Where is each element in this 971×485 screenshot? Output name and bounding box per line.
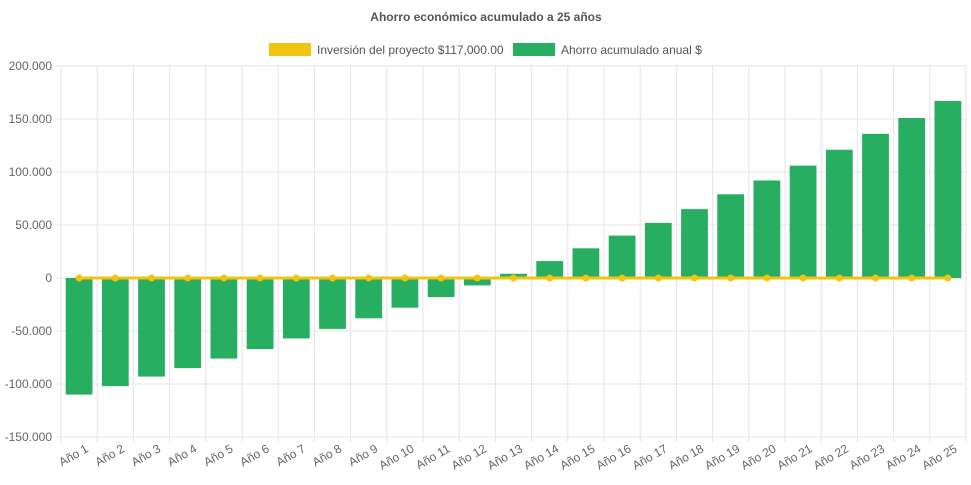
y-tick-label: -50.000 xyxy=(11,324,52,338)
legend-label: Ahorro acumulado anual $ xyxy=(561,43,702,57)
line-point[interactable] xyxy=(473,274,481,282)
legend[interactable]: Inversión del proyecto $117,000.00 Ahorro… xyxy=(269,43,702,57)
bar[interactable] xyxy=(319,278,346,329)
line-point[interactable] xyxy=(256,274,264,282)
line-series xyxy=(75,274,952,282)
bar[interactable] xyxy=(282,278,310,339)
line-point[interactable] xyxy=(835,274,843,282)
x-tick-label: Año 11 xyxy=(413,441,452,472)
x-tick-label: Año 12 xyxy=(449,441,489,472)
line-point[interactable] xyxy=(763,274,771,282)
y-tick-label: 100.000 xyxy=(9,165,53,179)
legend-swatch xyxy=(513,43,555,56)
line-point[interactable] xyxy=(908,274,916,282)
x-tick-label: Año 10 xyxy=(376,441,416,472)
y-tick-label: 0 xyxy=(45,271,52,285)
x-tick-label: Año 3 xyxy=(129,441,163,469)
bar[interactable] xyxy=(862,133,889,278)
chart-title: Ahorro económico acumulado a 25 años xyxy=(370,10,602,24)
line-point[interactable] xyxy=(546,274,554,282)
y-tick-label: -100.000 xyxy=(5,377,53,391)
bar[interactable] xyxy=(427,278,455,298)
line-point[interactable] xyxy=(184,274,192,282)
legend-swatch xyxy=(269,43,311,56)
x-tick-label: Año 24 xyxy=(883,441,923,472)
x-tick-label: Año 20 xyxy=(738,441,778,472)
line-point[interactable] xyxy=(75,274,83,282)
line-point[interactable] xyxy=(691,274,698,282)
bar[interactable] xyxy=(463,278,491,286)
bar[interactable] xyxy=(101,278,129,387)
bar[interactable] xyxy=(644,222,672,278)
bar[interactable] xyxy=(717,194,745,278)
x-tick-label: Año 2 xyxy=(93,441,127,469)
line-point[interactable] xyxy=(148,274,155,282)
x-tick-label: Año 1 xyxy=(56,441,90,469)
line-point[interactable] xyxy=(510,274,517,282)
bar[interactable] xyxy=(572,248,600,278)
line-point[interactable] xyxy=(727,274,735,282)
bar[interactable] xyxy=(681,209,708,278)
y-tick-label: -150.000 xyxy=(5,430,53,444)
line-point[interactable] xyxy=(111,274,119,282)
bar[interactable] xyxy=(789,165,817,278)
x-axis: Año 1 Año 2 Año 3 Año 4 Año 5 Año 6 Año 7 Año 8… xyxy=(56,441,959,472)
line-point[interactable] xyxy=(872,274,879,282)
x-tick-label: Año 5 xyxy=(201,441,235,469)
line-point[interactable] xyxy=(618,274,626,282)
x-tick-label: Año 22 xyxy=(811,441,851,472)
x-tick-label: Año 15 xyxy=(557,441,597,472)
bar[interactable] xyxy=(174,278,202,369)
bar[interactable] xyxy=(246,278,274,350)
legend-label: Inversión del proyecto $117,000.00 xyxy=(317,43,504,57)
bar[interactable] xyxy=(210,278,238,359)
line-point[interactable] xyxy=(654,274,662,282)
x-tick-label: Año 8 xyxy=(310,441,344,469)
bar[interactable] xyxy=(825,149,853,278)
x-tick-label: Año 25 xyxy=(919,441,959,472)
line-point[interactable] xyxy=(582,274,590,282)
x-tick-label: Año 9 xyxy=(346,441,380,469)
x-tick-label: Año 4 xyxy=(165,441,199,469)
line-point[interactable] xyxy=(292,274,300,282)
bar[interactable] xyxy=(934,100,962,278)
line-point[interactable] xyxy=(329,274,336,282)
line-point[interactable] xyxy=(220,274,228,282)
y-tick-label: 200.000 xyxy=(9,59,53,73)
line-point[interactable] xyxy=(799,274,807,282)
line-point[interactable] xyxy=(944,274,952,282)
x-tick-label: Año 6 xyxy=(237,441,271,469)
grid xyxy=(56,65,967,442)
line-point[interactable] xyxy=(401,274,409,282)
x-tick-label: Año 13 xyxy=(485,441,525,472)
bar-series xyxy=(65,100,962,395)
x-tick-label: Año 19 xyxy=(702,441,742,472)
x-tick-label: Año 18 xyxy=(666,441,706,472)
bar[interactable] xyxy=(898,117,926,278)
line-point[interactable] xyxy=(365,274,373,282)
bar[interactable] xyxy=(391,278,419,308)
bar[interactable] xyxy=(355,278,383,319)
x-tick-label: Año 17 xyxy=(630,441,670,472)
bar[interactable] xyxy=(138,278,165,377)
x-tick-label: Año 21 xyxy=(775,441,815,472)
bar[interactable] xyxy=(608,235,636,278)
x-tick-label: Año 16 xyxy=(594,441,634,472)
x-tick-label: Año 7 xyxy=(274,441,308,469)
y-tick-label: 150.000 xyxy=(9,112,53,126)
bar[interactable] xyxy=(536,261,564,278)
x-tick-label: Año 14 xyxy=(521,441,561,472)
x-tick-label: Año 23 xyxy=(847,441,887,472)
y-axis: 200.000 150.000 100.000 50.000 0 -50.000 -100.… xyxy=(5,59,53,444)
bar[interactable] xyxy=(753,180,781,278)
bar[interactable] xyxy=(65,278,93,395)
y-tick-label: 50.000 xyxy=(15,218,52,232)
line-point[interactable] xyxy=(437,274,445,282)
